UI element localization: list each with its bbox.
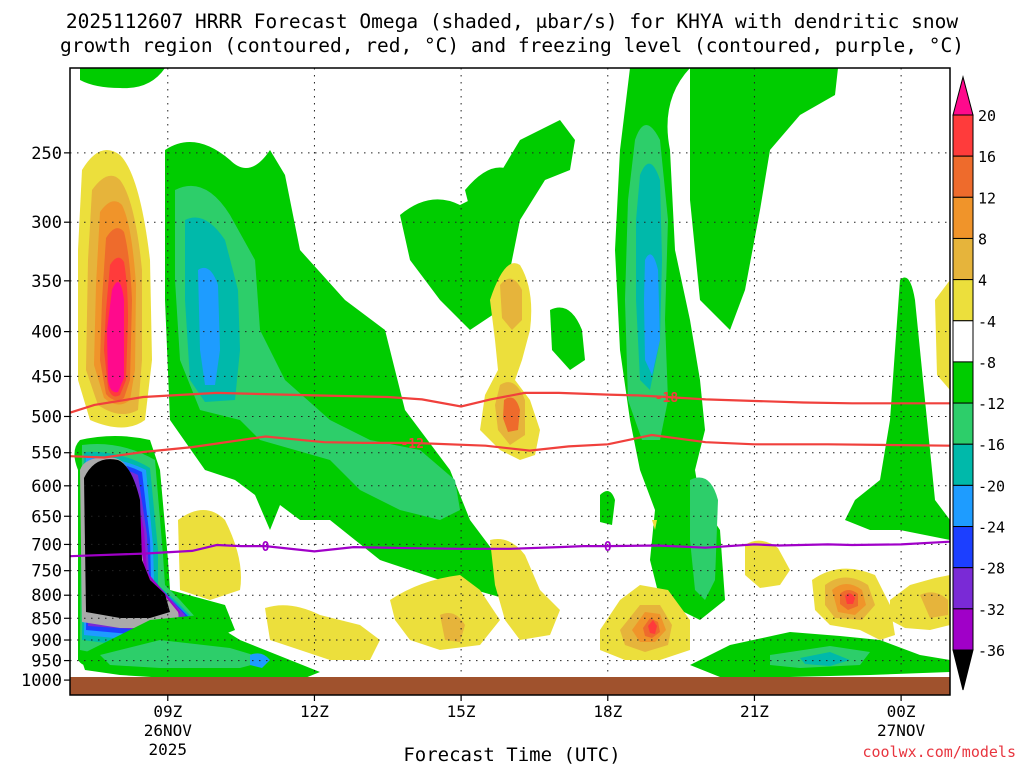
x-tick-date: 26NOV [144, 721, 193, 740]
colorbar-segment [952, 237, 974, 281]
colorbar-label: -24 [978, 519, 1005, 537]
colorbar-label: -16 [978, 436, 1005, 454]
colorbar-segment [952, 484, 974, 528]
contour-label: -18 [655, 391, 679, 406]
colorbar-top-arrow [952, 75, 974, 116]
chart-title-line-1: 2025112607 HRRR Forecast Omega (shaded, … [65, 10, 959, 33]
colorbar-segment [952, 320, 974, 363]
colorbar-segment [952, 608, 974, 651]
y-tick-label: 600 [31, 477, 62, 497]
y-tick-label: 700 [31, 535, 62, 555]
colorbar-label: -36 [978, 642, 1005, 660]
contour-line [70, 540, 950, 558]
colorbar-label: -20 [978, 477, 1005, 495]
y-tick-label: 500 [31, 407, 62, 427]
colorbar-label: 16 [978, 148, 996, 166]
colorbar-segment [952, 155, 974, 198]
contour-label: 0 [262, 540, 270, 555]
x-tick-date: 27NOV [877, 721, 926, 740]
omega-field [74, 68, 950, 680]
x-tick-label: 09Z [153, 702, 182, 721]
credit-link[interactable]: coolwx.com/models [862, 743, 1016, 761]
y-tick-label: 950 [31, 652, 62, 672]
colorbar-segment [952, 526, 974, 569]
x-tick-label: 12Z [300, 702, 329, 721]
colorbar-label: -12 [978, 395, 1005, 413]
y-tick-label: 850 [31, 609, 62, 629]
x-axis-title: Forecast Time (UTC) [403, 744, 621, 766]
colorbar-bottom-arrow [952, 649, 974, 691]
colorbar-label: 12 [978, 189, 996, 207]
contour-label: -12 [400, 437, 423, 452]
colorbar-label: -32 [978, 601, 1005, 619]
colorbar-segment [952, 402, 974, 445]
y-tick-label: 800 [31, 586, 62, 606]
colorbar-segment [952, 279, 974, 322]
x-tick-label: 00Z [887, 702, 916, 721]
y-tick-label: 750 [31, 562, 62, 582]
y-tick-label: 250 [31, 144, 62, 164]
contour-line [70, 391, 950, 414]
colorbar-segment [952, 567, 974, 610]
colorbar-label: -8 [978, 354, 996, 372]
colorbar-label: -28 [978, 560, 1005, 578]
y-tick-label: 900 [31, 631, 62, 651]
contour-label: 0 [604, 540, 612, 555]
colorbar-segment [952, 443, 974, 486]
x-tick-label: 21Z [740, 702, 769, 721]
colorbar-segment [952, 114, 974, 157]
colorbar-segment [952, 361, 974, 404]
x-tick-label: 15Z [447, 702, 476, 721]
y-tick-label: 550 [31, 444, 62, 464]
y-tick-label: 1000 [21, 671, 62, 691]
y-tick-label: 400 [31, 323, 62, 343]
y-tick-label: 350 [31, 272, 62, 292]
x-tick-label: 18Z [593, 702, 622, 721]
ground-surface [70, 677, 950, 695]
y-tick-label: 450 [31, 367, 62, 387]
y-axis: 2503003504004505005506006507007508008509… [21, 144, 70, 691]
colorbar-label: 4 [978, 272, 987, 290]
colorbar-label: 20 [978, 107, 996, 125]
temperature-contours: -18 -12 0 0 [70, 391, 950, 558]
colorbar-label: -4 [978, 313, 996, 331]
x-tick-year: 2025 [149, 740, 188, 759]
colorbar-segment [952, 196, 974, 239]
plot-frame [69, 67, 951, 696]
chart-title-line-2: growth region (contoured, red, °C) and f… [60, 34, 964, 57]
colorbar: 20 16 12 8 4 -4 -8 -12 -16 -20 -24 -28 -32 -36 [952, 75, 1005, 691]
y-tick-label: 300 [31, 213, 62, 233]
colorbar-label: 8 [978, 230, 987, 248]
y-tick-label: 650 [31, 507, 62, 527]
contour-line [70, 433, 950, 459]
